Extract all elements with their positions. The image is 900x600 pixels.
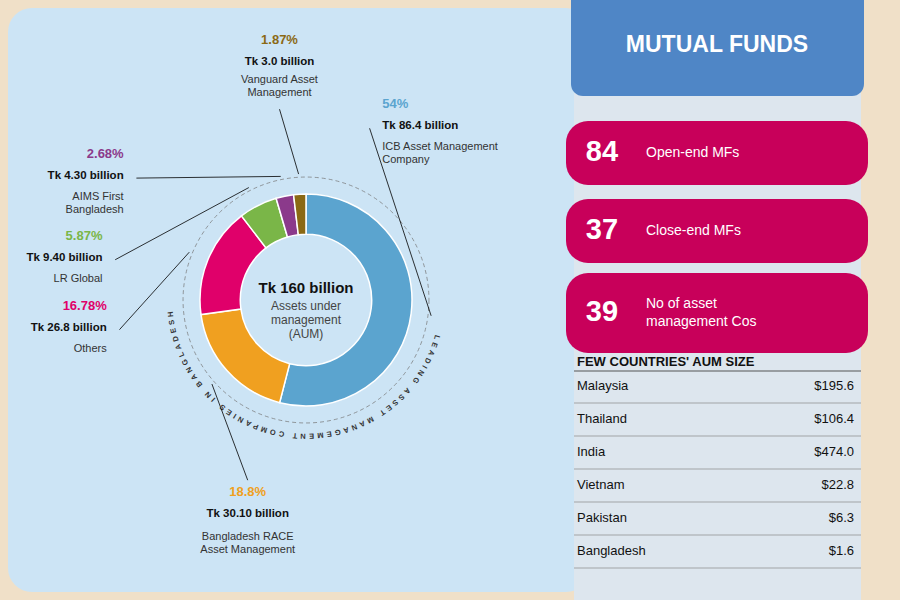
table-value: $106.4 xyxy=(814,411,854,426)
slice-percent: 5.87% xyxy=(66,228,103,243)
slice-name: LR Global xyxy=(54,272,103,284)
table-country: Bangladesh xyxy=(577,543,646,558)
slice-name: Vanguard AssetManagement xyxy=(241,73,318,98)
slice-percent: 16.78% xyxy=(63,298,108,313)
stat-pill xyxy=(566,121,868,185)
table-country: India xyxy=(577,444,606,459)
text-line: management Cos xyxy=(646,313,757,329)
title-bar xyxy=(571,0,864,96)
leader-line xyxy=(370,128,432,316)
stat-label: Close-end MFs xyxy=(646,222,741,238)
text-line: Bangladesh xyxy=(66,203,124,215)
text-line: Asset Management xyxy=(200,543,295,555)
table-value: $195.6 xyxy=(814,378,854,393)
curved-text: LEADING ASSET MANAGEMENT COMPANIES IN BA… xyxy=(166,311,442,441)
left-panel xyxy=(8,8,590,592)
stat-number: 39 xyxy=(586,295,618,327)
title: MUTUAL FUNDS xyxy=(626,31,808,57)
text-line: Bangladesh RACE xyxy=(202,530,294,542)
chart-root: LEADING ASSET MANAGEMENT COMPANIES IN BA… xyxy=(0,0,900,600)
table-rule xyxy=(574,370,861,371)
table-divider xyxy=(574,469,861,470)
slice-amount: Tk 9.40 billion xyxy=(26,251,102,263)
table-value: $1.6 xyxy=(829,543,854,558)
text-line: Open-end MFs xyxy=(646,144,739,160)
slice-amount: Tk 4.30 billion xyxy=(48,169,124,181)
slice-amount: Tk 3.0 billion xyxy=(245,55,315,67)
slice-amount: Tk 26.8 billion xyxy=(31,321,107,333)
leader-line xyxy=(212,384,248,480)
text-line: Vanguard Asset xyxy=(241,73,318,85)
table-divider xyxy=(574,535,861,536)
curved-text-path-text: LEADING ASSET MANAGEMENT COMPANIES IN BA… xyxy=(166,311,442,441)
stat-label: No of asset management Cos xyxy=(646,295,757,329)
center-subtext: Assets undermanagement(AUM) xyxy=(271,299,342,341)
leader-line xyxy=(280,109,299,174)
stat-pill xyxy=(566,199,868,263)
text-line: Company xyxy=(382,153,430,165)
text-line: management xyxy=(271,313,342,327)
slice-amount: Tk 86.4 billion xyxy=(382,119,458,131)
table-divider xyxy=(574,568,861,569)
table-value: $22.8 xyxy=(821,477,854,492)
text-line: Management xyxy=(247,86,311,98)
slice-name: Bangladesh RACEAsset Management xyxy=(200,530,295,555)
slice-name: AIMS FirstBangladesh xyxy=(66,190,124,215)
slice-percent: 18.8% xyxy=(229,484,266,499)
stat-number: 37 xyxy=(586,213,618,245)
dashed-ring xyxy=(183,177,429,423)
table-divider xyxy=(574,436,861,437)
slice-percent: 54% xyxy=(382,96,408,111)
table-country: Malaysia xyxy=(577,378,629,393)
canvas: LEADING ASSET MANAGEMENT COMPANIES IN BA… xyxy=(0,0,900,600)
text-line: ICB Asset Management xyxy=(382,140,498,152)
leader-line xyxy=(119,252,189,330)
text-line: Others xyxy=(74,342,108,354)
center-text: Tk 160 billion xyxy=(258,279,353,296)
leader-line xyxy=(115,188,249,260)
slices xyxy=(200,194,412,406)
table-divider xyxy=(574,403,861,404)
table-country: Pakistan xyxy=(577,510,627,525)
table-divider xyxy=(574,502,861,503)
slice-percent: 1.87% xyxy=(261,32,298,47)
stat-pill xyxy=(566,273,868,353)
text-line: LR Global xyxy=(54,272,103,284)
text-line: No of asset xyxy=(646,295,717,311)
slice xyxy=(294,194,306,235)
stat-label: Open-end MFs xyxy=(646,144,739,160)
leader-line xyxy=(136,176,280,178)
slice-amount: Tk 30.10 billion xyxy=(206,507,288,519)
text-line: Close-end MFs xyxy=(646,222,741,238)
table-country: Vietnam xyxy=(577,477,624,492)
slice-labels: 54% Tk 86.4 billion ICB Asset ManagementCo… xyxy=(26,32,497,556)
table-value: $474.0 xyxy=(814,444,854,459)
table-value: $6.3 xyxy=(829,510,854,525)
slice-percent: 2.68% xyxy=(87,146,124,161)
donut xyxy=(183,177,429,423)
table-title: FEW COUNTRIES' AUM SIZE xyxy=(577,354,755,369)
table-country: Thailand xyxy=(577,411,627,426)
slice-name: ICB Asset ManagementCompany xyxy=(382,140,498,165)
text-line: AIMS First xyxy=(72,190,123,202)
stat-number: 84 xyxy=(586,135,618,167)
slice-name: Others xyxy=(74,342,108,354)
text-line: (AUM) xyxy=(289,327,324,341)
text-line: Assets under xyxy=(271,299,341,313)
